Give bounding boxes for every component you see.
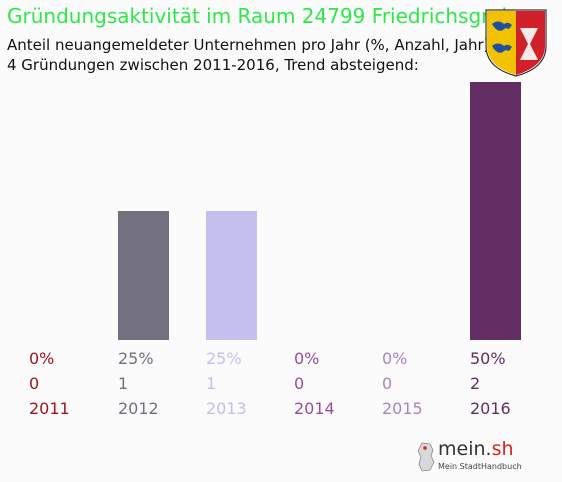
- count-label-2013: 1: [206, 374, 216, 393]
- year-label-2012: 2012: [118, 399, 159, 418]
- count-label-2014: 0: [294, 374, 304, 393]
- coat-of-arms-icon: [485, 9, 547, 77]
- year-label-2016: 2016: [470, 399, 511, 418]
- bar-2016: [470, 82, 521, 340]
- count-label-2015: 0: [382, 374, 392, 393]
- percent-label-2013: 25%: [206, 349, 242, 368]
- chart-title: Gründungsaktivität im Raum 24799 Friedri…: [7, 4, 540, 28]
- logo-tagline: Mein StadtHandbuch: [438, 462, 522, 471]
- percent-label-2016: 50%: [470, 349, 506, 368]
- logo-text: mein.sh: [438, 438, 514, 460]
- brand-logo: mein.sh Mein StadtHandbuch: [416, 436, 536, 476]
- year-label-2013: 2013: [206, 399, 247, 418]
- count-label-2011: 0: [29, 374, 39, 393]
- germany-map-icon: [417, 442, 435, 472]
- bar-2013: [206, 211, 257, 340]
- count-label-2016: 2: [470, 374, 480, 393]
- percent-label-2011: 0%: [29, 349, 54, 368]
- bar-2012: [118, 211, 169, 340]
- percent-label-2015: 0%: [382, 349, 407, 368]
- percent-label-2012: 25%: [118, 349, 154, 368]
- percent-label-2014: 0%: [294, 349, 319, 368]
- year-label-2011: 2011: [29, 399, 70, 418]
- chart-subtitle: Anteil neuangemeldeter Unternehmen pro J…: [7, 36, 490, 54]
- year-label-2015: 2015: [382, 399, 423, 418]
- count-label-2012: 1: [118, 374, 128, 393]
- year-label-2014: 2014: [294, 399, 335, 418]
- chart-summary: 4 Gründungen zwischen 2011-2016, Trend a…: [7, 56, 419, 74]
